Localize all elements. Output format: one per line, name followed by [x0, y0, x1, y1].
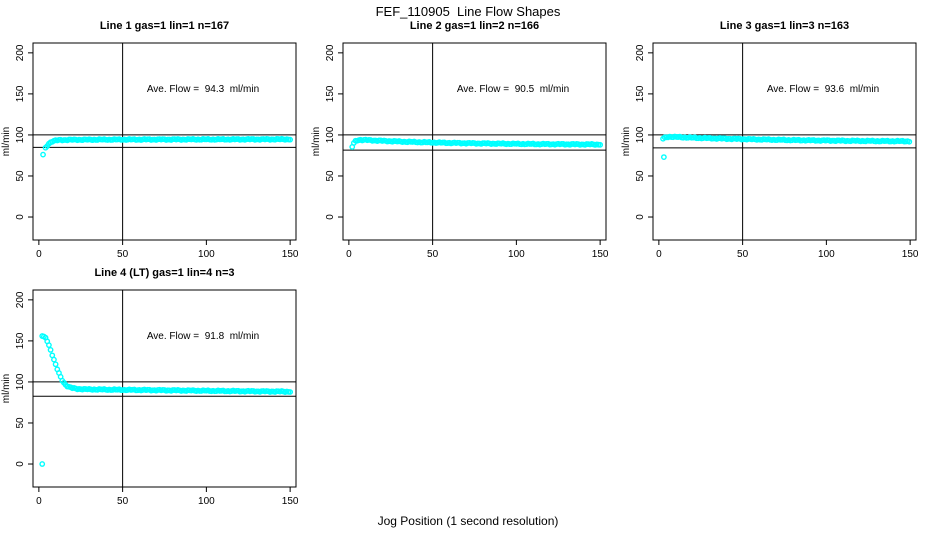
x-tick-label: 150 — [282, 249, 299, 260]
y-tick-label: 200 — [15, 291, 26, 308]
data-point — [906, 138, 913, 145]
data-point — [52, 361, 59, 368]
panel-1-title: Line 1 gas=1 lin=1 n=167 — [99, 20, 230, 32]
y-tick-label: 100 — [325, 126, 336, 143]
y-tick-label: 0 — [15, 461, 26, 467]
x-tick-label: 0 — [656, 249, 662, 260]
y-tick-label: 0 — [325, 214, 336, 220]
x-tick-label: 150 — [282, 496, 299, 507]
panel-4-plot: 0 50 100 150 0 50 100 150 200 ml/min — [1, 289, 299, 507]
x-tick-label: 100 — [198, 249, 215, 260]
y-tick-label: 100 — [15, 126, 26, 143]
y-tick-label: 0 — [15, 214, 26, 220]
x-tick-label: 50 — [117, 249, 129, 260]
y-tick-label: 150 — [635, 85, 646, 102]
panel-1-plot: 0 50 100 150 0 50 100 150 200 ml/min — [1, 42, 299, 260]
y-tick-label: 100 — [15, 373, 26, 390]
x-tick-label: 100 — [818, 249, 835, 260]
panel-1-ave-flow-label: Ave. Flow = 94.3 ml/min — [146, 84, 260, 95]
panel-2-title: Line 2 gas=1 lin=2 n=166 — [409, 20, 540, 32]
data-point — [51, 356, 57, 363]
x-tick-label: 0 — [36, 496, 42, 507]
data-series — [40, 135, 294, 158]
y-tick-label: 50 — [15, 170, 26, 182]
x-tick-label: 0 — [346, 249, 352, 260]
y-tick-label: 100 — [635, 126, 646, 143]
x-tick-label: 150 — [592, 249, 609, 260]
panel-2-plot: 0 50 100 150 0 50 100 150 200 ml/min — [311, 42, 609, 260]
data-point — [287, 389, 294, 395]
x-tick-label: 50 — [427, 249, 439, 260]
x-tick-label: 100 — [198, 496, 215, 507]
data-point — [47, 346, 54, 353]
figure-title: FEF_110905 Line Flow Shapes — [375, 4, 561, 19]
plot-box — [342, 42, 607, 241]
panel-3-title: Line 3 gas=1 lin=3 n=163 — [719, 20, 850, 32]
panel-3-ave-flow-label: Ave. Flow = 93.6 ml/min — [766, 84, 880, 95]
data-series — [349, 136, 604, 150]
y-axis-label: ml/min — [1, 374, 12, 403]
y-axis-label: ml/min — [621, 127, 632, 156]
y-tick-label: 50 — [635, 170, 646, 182]
y-tick-label: 200 — [15, 44, 26, 61]
data-point — [287, 136, 294, 143]
plot-box — [32, 289, 297, 488]
y-tick-label: 200 — [635, 44, 646, 61]
y-tick-label: 0 — [635, 214, 646, 220]
panel-3-plot: 0 50 100 150 0 50 100 150 200 ml/min — [621, 42, 919, 260]
y-tick-label: 50 — [325, 170, 336, 182]
y-tick-label: 200 — [325, 44, 336, 61]
x-tick-label: 100 — [508, 249, 525, 260]
plot-box — [32, 42, 297, 241]
panel-2-ave-flow-label: Ave. Flow = 90.5 ml/min — [456, 84, 570, 95]
y-tick-label: 50 — [15, 417, 26, 429]
y-axis-label: ml/min — [1, 127, 12, 156]
data-series — [660, 133, 913, 160]
y-tick-label: 150 — [15, 85, 26, 102]
data-point — [597, 141, 604, 148]
data-point — [660, 154, 667, 160]
data-point — [46, 342, 52, 349]
panel-4-title: Line 4 (LT) gas=1 lin=4 n=3 — [94, 267, 235, 279]
y-tick-label: 150 — [15, 332, 26, 349]
panel-4-ave-flow-label: Ave. Flow = 91.8 ml/min — [146, 331, 260, 342]
x-tick-label: 150 — [902, 249, 919, 260]
y-axis-label: ml/min — [311, 127, 322, 156]
x-tick-label: 0 — [36, 249, 42, 260]
data-series — [39, 333, 294, 467]
data-point — [40, 151, 46, 158]
x-tick-label: 50 — [737, 249, 749, 260]
figure-x-axis-label: Jog Position (1 second resolution) — [377, 514, 559, 528]
x-tick-label: 50 — [117, 496, 129, 507]
y-tick-label: 150 — [325, 85, 336, 102]
data-point — [39, 461, 46, 467]
plot-box — [652, 42, 917, 241]
